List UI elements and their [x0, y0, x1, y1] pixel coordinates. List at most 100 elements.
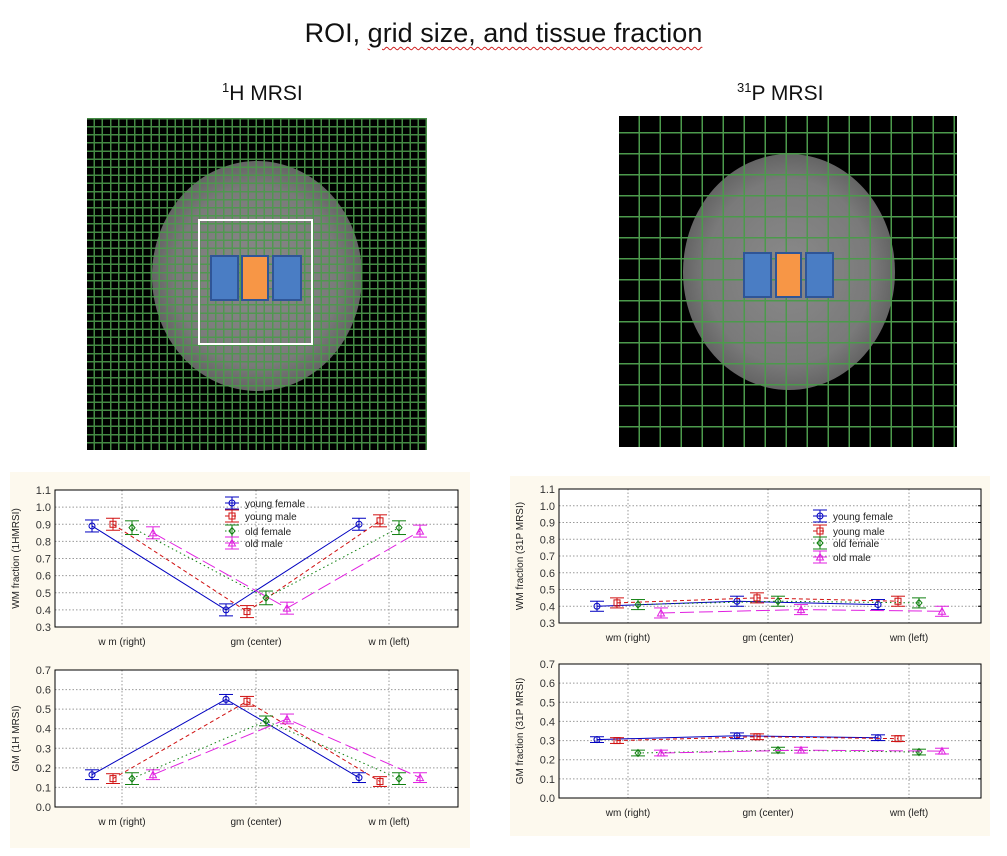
- triangle-marker: [656, 608, 666, 617]
- y-tick-label: 0.4: [36, 724, 51, 736]
- y-tick-label: 0.6: [36, 685, 51, 697]
- y-tick-label: 0.6: [540, 568, 555, 580]
- diamond-marker: [395, 523, 403, 532]
- x-tick-label: w m (left): [367, 817, 409, 828]
- mri-image-31p: [619, 116, 957, 447]
- roi-box-white: [198, 219, 313, 345]
- diamond-marker: [262, 593, 270, 603]
- y-tick-label: 0.9: [36, 519, 51, 531]
- circle-marker: [222, 606, 230, 614]
- y-tick-label: 0.5: [540, 585, 555, 597]
- roi-wm-right: [743, 252, 772, 298]
- header-text: H MRSI: [229, 82, 303, 105]
- title-text: ROI,: [304, 18, 368, 48]
- series-young-female: [85, 693, 366, 784]
- y-tick-label: 0.4: [540, 601, 555, 613]
- legend-label: old male: [833, 553, 871, 564]
- square-marker: [894, 597, 902, 605]
- x-tick-label: wm (right): [605, 633, 650, 644]
- triangle-marker: [937, 606, 947, 615]
- chart-1: 0.3 0.4 0.5 0.6 0.7 0.8 0.9 1.0 1.1 w m (right) gm…: [11, 485, 459, 648]
- roi-wm-left: [272, 255, 302, 301]
- series-young-female: [590, 732, 885, 744]
- title-text-underlined: grid size, and tissue fraction: [367, 18, 703, 48]
- triangle-marker: [282, 603, 292, 612]
- y-tick-label: 0.7: [36, 554, 51, 566]
- square-marker: [243, 697, 251, 705]
- square-marker: [376, 778, 384, 786]
- diamond-marker: [262, 716, 270, 726]
- x-tick-label: gm (center): [230, 637, 281, 648]
- header-text: P MRSI: [751, 82, 824, 105]
- legend-label: old female: [833, 539, 880, 550]
- header-31p-mrsi: 31P MRSI: [737, 80, 823, 106]
- y-tick-label: 0.5: [36, 704, 51, 716]
- circle-marker: [355, 520, 363, 528]
- series-young-female: [85, 517, 366, 617]
- x-tick-label: gm (center): [742, 633, 793, 644]
- legend-label: young female: [245, 499, 305, 510]
- square-marker: [613, 599, 621, 607]
- page-title: ROI, grid size, and tissue fraction: [0, 18, 1007, 49]
- circle-marker: [593, 736, 601, 744]
- series-line: [131, 527, 400, 599]
- legend-label: young male: [245, 512, 297, 523]
- diamond-marker: [816, 538, 824, 548]
- diamond-marker: [128, 523, 136, 532]
- circle-marker: [228, 499, 236, 507]
- plot-frame: [558, 663, 982, 799]
- diamond-marker: [634, 600, 642, 609]
- y-axis-label: WM fraction (31P MRSI): [515, 502, 526, 610]
- y-tick-label: 0.9: [540, 518, 555, 530]
- x-tick-label: w m (right): [97, 817, 145, 828]
- square-marker: [753, 594, 761, 602]
- diamond-marker: [915, 598, 923, 608]
- plot-frame: [558, 488, 982, 624]
- triangle-marker: [937, 746, 947, 755]
- y-tick-label: 0.4: [540, 716, 555, 728]
- diamond-marker: [634, 748, 642, 758]
- square-marker: [228, 512, 236, 520]
- y-tick-label: 1.1: [540, 484, 555, 496]
- x-tick-label: gm (center): [230, 817, 281, 828]
- y-tick-label: 0.3: [36, 743, 51, 755]
- roi-gm-center: [775, 252, 802, 298]
- square-marker: [376, 517, 384, 525]
- x-tick-label: w m (left): [367, 637, 409, 648]
- y-tick-label: 0.1: [36, 782, 51, 794]
- y-tick-label: 0.4: [36, 605, 51, 617]
- chart-2: 0.3 0.4 0.5 0.6 0.7 0.8 0.9 1.0 1.1 wm (right) gm …: [515, 484, 982, 644]
- y-tick-label: 0.7: [540, 659, 555, 671]
- chart-3: 0.0 0.1 0.2 0.3 0.4 0.5 0.6 0.7 w m (right) gm (c…: [11, 665, 459, 828]
- series-line: [112, 520, 381, 613]
- diamond-marker: [774, 596, 782, 606]
- series-young-male: [610, 733, 905, 745]
- mri-image-1h: [87, 118, 427, 450]
- series-young-male: [610, 592, 905, 609]
- circle-marker: [355, 774, 363, 782]
- y-tick-label: 0.3: [540, 736, 555, 748]
- triangle-marker: [227, 538, 237, 547]
- plot-frame: [54, 489, 459, 628]
- square-marker: [243, 608, 251, 616]
- legend-label: young female: [833, 512, 893, 523]
- y-tick-label: 0.2: [36, 763, 51, 775]
- series-old-female: [125, 715, 406, 785]
- legend-label: young male: [833, 527, 885, 538]
- circle-marker: [816, 512, 824, 520]
- y-tick-label: 0.3: [36, 622, 51, 634]
- circle-marker: [874, 601, 882, 609]
- triangle-marker: [796, 605, 806, 614]
- header-1h-mrsi: 1H MRSI: [222, 80, 303, 106]
- diamond-marker: [228, 526, 236, 536]
- triangle-marker: [148, 528, 158, 537]
- square-marker: [753, 733, 761, 741]
- y-tick-label: 0.8: [36, 536, 51, 548]
- y-tick-label: 1.0: [540, 501, 555, 513]
- series-old-female: [631, 595, 926, 611]
- plot-frame: [54, 669, 459, 808]
- roi-gm-center: [241, 255, 269, 301]
- y-tick-label: 0.6: [36, 571, 51, 583]
